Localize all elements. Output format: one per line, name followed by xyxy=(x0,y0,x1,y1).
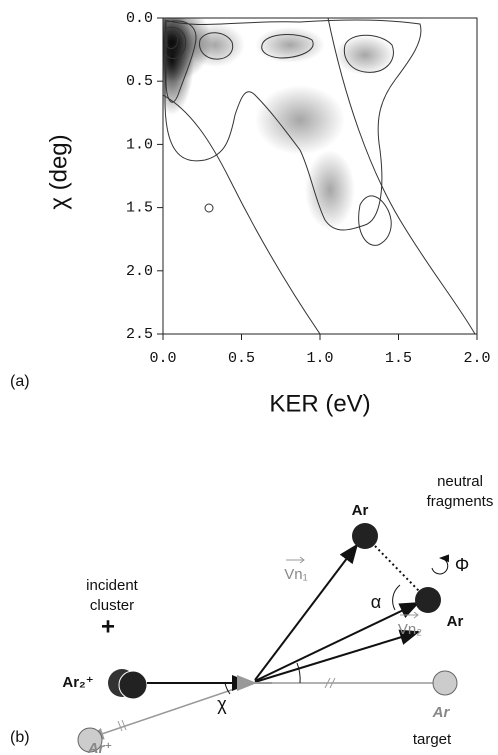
y-tick-label: 0.5 xyxy=(126,73,153,90)
vn1-arrow xyxy=(254,543,359,681)
curve xyxy=(163,94,321,334)
tick xyxy=(329,677,336,689)
x-tick-label: 0.0 xyxy=(149,350,176,367)
ion-atom xyxy=(77,727,103,753)
y-tick-label: 1.0 xyxy=(126,136,153,153)
label: cluster xyxy=(90,597,134,614)
label: Ar xyxy=(432,704,451,721)
label: target xyxy=(413,731,452,748)
blob xyxy=(305,150,355,230)
curve xyxy=(327,18,476,334)
diagram: neutral fragments Ar Ar Φ α Vn₁ Vn₂ χ in… xyxy=(10,473,493,755)
y-tick-label: 2.5 xyxy=(126,326,153,343)
contour xyxy=(166,31,179,50)
label: fragments xyxy=(427,493,494,510)
fragment-atom xyxy=(352,523,378,549)
label: Ar xyxy=(447,613,464,630)
contour xyxy=(261,34,314,59)
contour xyxy=(358,195,392,246)
phi-arc xyxy=(431,554,450,575)
target-atom xyxy=(432,670,458,696)
panel-label: (a) xyxy=(10,373,30,390)
blob xyxy=(185,23,245,67)
tick xyxy=(117,720,123,732)
y-axis-label: χ (deg) xyxy=(45,134,72,209)
contour xyxy=(199,32,234,60)
chi-arc xyxy=(224,682,231,695)
angle-arc xyxy=(296,662,301,684)
label: Vn₂ xyxy=(398,621,422,638)
label: Ar xyxy=(352,502,369,519)
vector-arrow xyxy=(286,556,305,564)
label: Ar⁺ xyxy=(87,740,113,755)
alpha-arc xyxy=(392,584,401,611)
contour-plot: 0.0 0.5 1.0 1.5 2.0 0.0 0.5 1.0 1.5 2.0 2.5 KER (e… xyxy=(10,10,491,417)
label: χ xyxy=(217,694,227,714)
x-tick-label: 0.5 xyxy=(228,350,255,367)
y-tick-label: 0.0 xyxy=(126,10,153,27)
vn2-arrow xyxy=(254,629,420,683)
axes: 0.0 0.5 1.0 1.5 2.0 0.0 0.5 1.0 1.5 2.0 2.5 xyxy=(126,10,491,367)
y-tick-label: 1.5 xyxy=(126,200,153,217)
x-tick-label: 1.0 xyxy=(306,350,333,367)
fragment-atom xyxy=(415,587,441,613)
tick xyxy=(324,677,331,689)
label: α xyxy=(371,592,381,612)
label: + xyxy=(101,613,115,640)
com-arrow xyxy=(254,602,420,682)
label: neutral xyxy=(437,473,483,490)
blob xyxy=(255,85,345,155)
label: Φ xyxy=(455,555,469,575)
tick xyxy=(121,719,127,731)
vector-arrow xyxy=(400,611,419,619)
label: Ar₂⁺ xyxy=(62,674,93,691)
blob xyxy=(335,35,395,75)
x-axis-label: KER (eV) xyxy=(269,390,370,417)
cluster-atom xyxy=(118,670,148,700)
x-tick-label: 2.0 xyxy=(463,350,490,367)
x-tick-label: 1.5 xyxy=(385,350,412,367)
label: Vn₁ xyxy=(284,566,307,583)
ion-path xyxy=(88,682,253,740)
label: incident xyxy=(86,577,139,594)
bond xyxy=(374,545,421,593)
contour xyxy=(343,34,394,73)
intensity xyxy=(163,18,476,334)
contour xyxy=(165,26,187,59)
contour xyxy=(204,203,214,213)
panel-label: (b) xyxy=(10,729,30,746)
y-tick-label: 2.0 xyxy=(126,263,153,280)
